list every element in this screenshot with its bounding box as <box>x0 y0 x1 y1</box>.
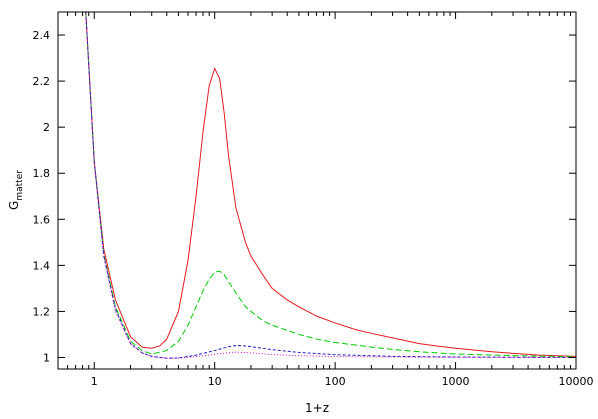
y-axis-label-sub: matter <box>15 170 25 201</box>
y-axis-label: Gmatter <box>7 170 25 210</box>
x-tick-label: 10000 <box>559 375 594 388</box>
y-tick-label: 1 <box>43 351 50 364</box>
y-tick-label: 1.6 <box>33 213 51 226</box>
plot-frame <box>57 11 577 370</box>
y-axis-label-main: G <box>7 201 21 210</box>
x-tick-label: 1000 <box>442 375 470 388</box>
y-tick-label: 1.2 <box>33 305 51 318</box>
y-tick-label: 1.8 <box>33 167 51 180</box>
y-axis: 1 1.2 1.4 1.6 1.8 2 2.2 2.4 <box>33 29 576 364</box>
x-tick-label: 100 <box>325 375 346 388</box>
x-axis: 1 10 100 1000 10000 <box>57 12 594 388</box>
y-tick-label: 2.2 <box>33 75 51 88</box>
x-axis-label: 1+z <box>305 401 329 415</box>
x-tick-label: 1 <box>91 375 98 388</box>
y-tick-label: 2 <box>43 121 50 134</box>
series-line-2 <box>85 12 576 358</box>
series-line-1 <box>85 12 576 357</box>
series-layer <box>85 12 576 359</box>
series-line-3 <box>85 12 576 359</box>
y-tick-label: 1.4 <box>33 259 51 272</box>
x-tick-label: 10 <box>208 375 222 388</box>
y-tick-label: 2.4 <box>33 29 51 42</box>
series-line-4 <box>85 12 576 359</box>
